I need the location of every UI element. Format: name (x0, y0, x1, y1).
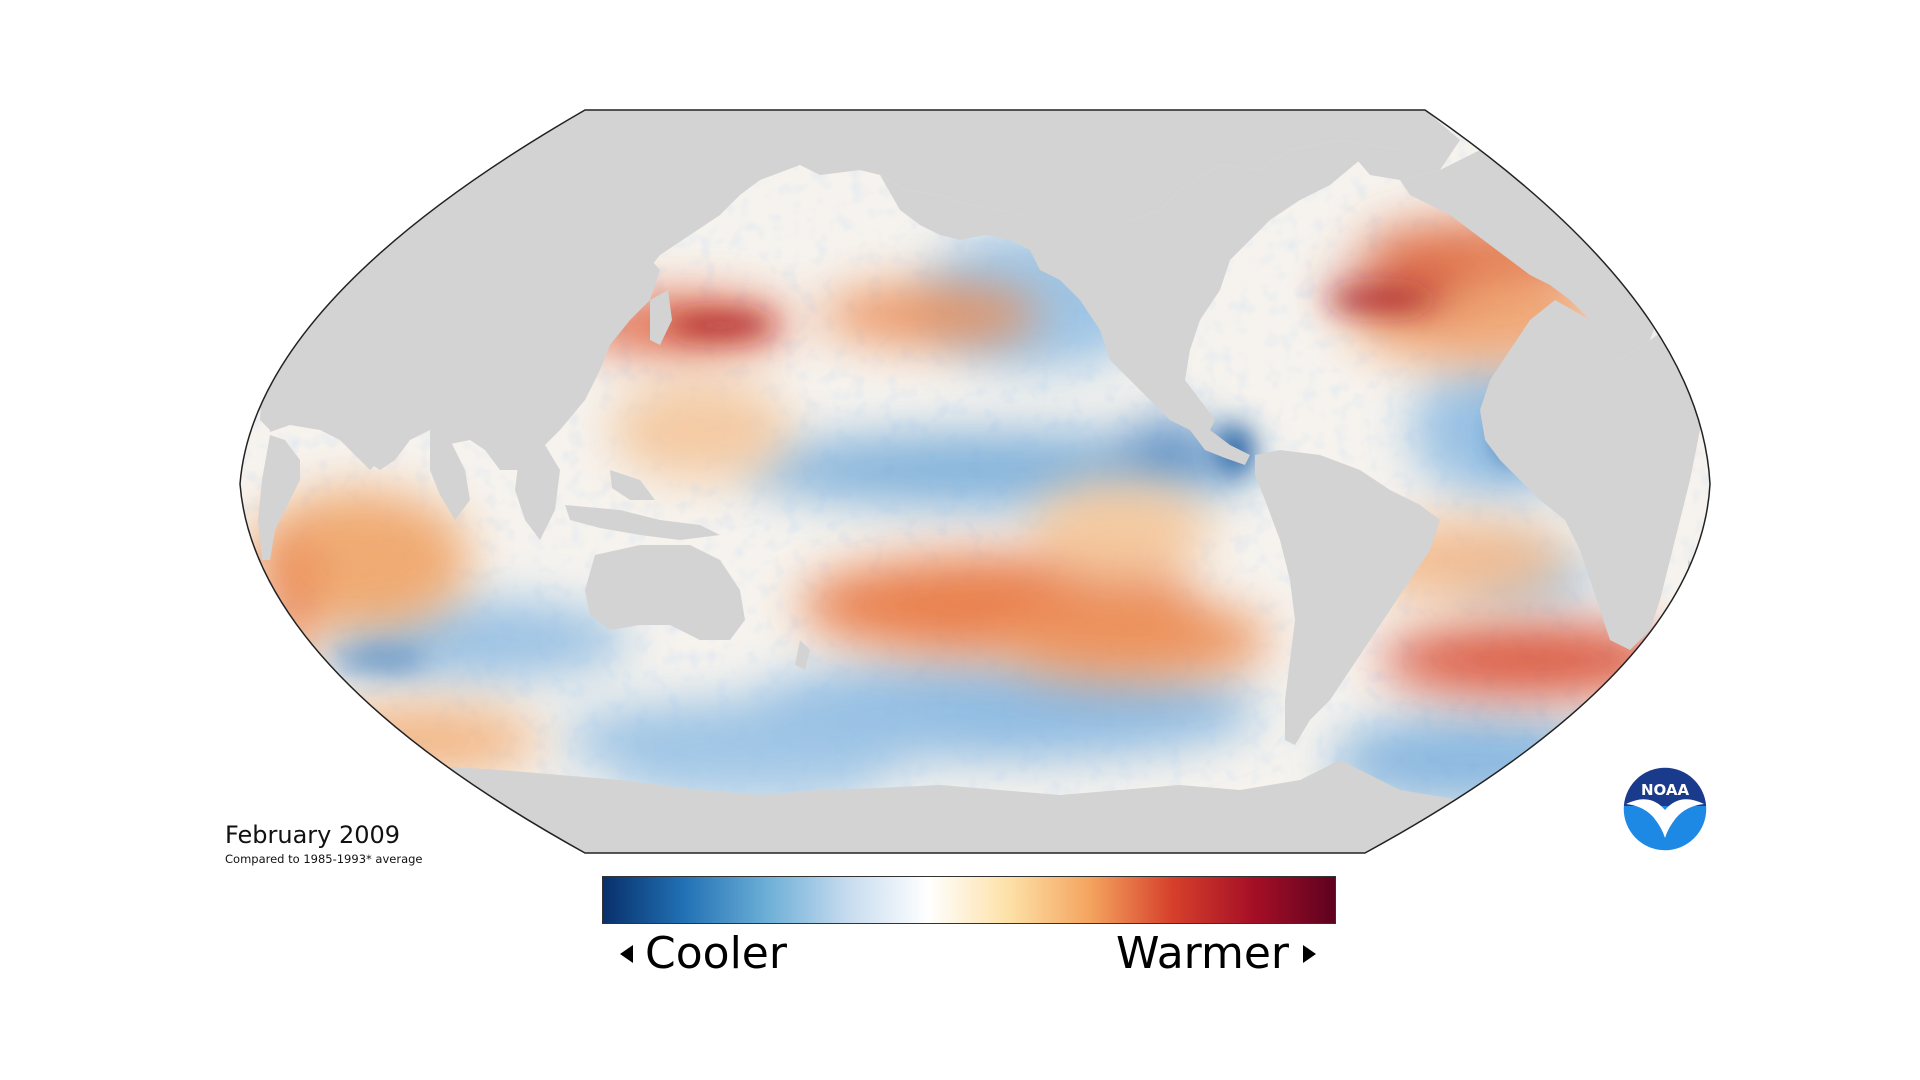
noaa-logo-text: NOAA (1641, 781, 1690, 799)
legend-warmer-label: Warmer (1116, 928, 1289, 979)
right-arrow-icon (1303, 944, 1316, 963)
land-masses (240, 110, 1710, 853)
left-arrow-icon (620, 944, 633, 963)
map-subtitle: Compared to 1985-1993* average (225, 852, 423, 866)
legend-cooler-label: Cooler (645, 928, 787, 979)
map-date-title: February 2009 (225, 821, 401, 849)
legend-cooler: Cooler (620, 928, 787, 979)
map-frame (239, 109, 1711, 854)
noaa-logo: NOAA (1622, 766, 1708, 852)
legend-warmer: Warmer (1116, 928, 1316, 979)
color-scale-bar (602, 876, 1336, 924)
